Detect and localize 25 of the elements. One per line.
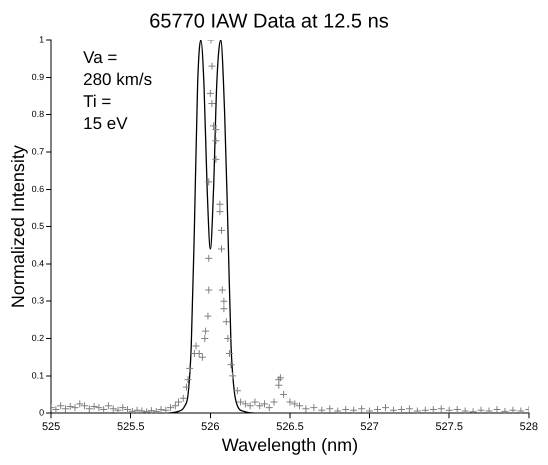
- chart-title: 65770 IAW Data at 12.5 ns: [149, 10, 389, 33]
- y-tick-label: 0: [39, 408, 44, 418]
- y-tick-label: 0.3: [32, 296, 44, 306]
- x-tick-label: 527: [360, 420, 379, 433]
- y-tick-label: 0.4: [32, 258, 44, 268]
- x-tick-label: 525: [42, 420, 60, 433]
- x-tick-label: 526: [201, 420, 220, 433]
- y-tick-label: 0.6: [32, 184, 44, 194]
- y-axis-title: Normalized Intensity: [8, 145, 28, 308]
- y-tick-label: 0.8: [32, 109, 44, 120]
- x-tick-label: 527.5: [435, 420, 463, 433]
- x-tick-label: 525.5: [116, 420, 144, 433]
- y-tick-label: 0.1: [32, 370, 44, 380]
- annotation: Va =: [83, 48, 118, 68]
- annotation: Ti =: [83, 92, 112, 112]
- y-tick-label: 0.7: [32, 146, 44, 156]
- y-tick-label: 0.2: [32, 333, 44, 344]
- annotation: 280 km/s: [83, 70, 152, 90]
- annotation: 15 eV: [83, 114, 128, 134]
- y-tick-label: 1: [39, 34, 44, 44]
- x-axis-title: Wavelength (nm): [222, 435, 358, 456]
- x-tick-label: 526.5: [276, 420, 304, 433]
- y-tick-label: 0.9: [32, 72, 44, 82]
- y-tick-label: 0.5: [32, 221, 44, 232]
- x-tick-label: 528: [520, 420, 538, 433]
